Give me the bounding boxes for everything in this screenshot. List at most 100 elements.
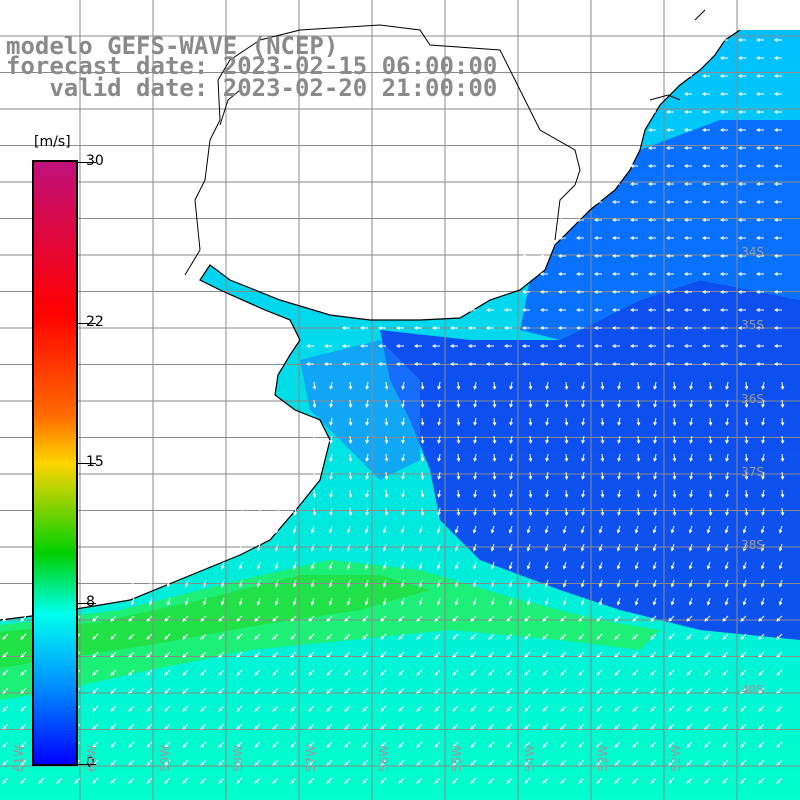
wind-arrow: [760, 579, 765, 588]
wind-arrow: [254, 723, 261, 730]
wind-arrow: [365, 399, 369, 408]
wind-arrow: [308, 741, 315, 748]
wind-arrow: [740, 633, 747, 640]
latitude-label: 38S: [741, 538, 764, 552]
wind-arrow: [761, 417, 765, 426]
wind-arrow: [725, 435, 729, 444]
wind-arrow: [236, 615, 243, 622]
wind-arrow: [778, 561, 783, 570]
wind-arrow: [632, 687, 639, 694]
wind-arrow: [329, 417, 333, 426]
wind-arrow: [636, 381, 641, 391]
wind-arrow: [473, 453, 477, 462]
wind-arrow: [236, 705, 243, 712]
wind-arrow: [688, 597, 693, 606]
wind-arrow: [683, 164, 692, 168]
wind-arrow: [526, 597, 531, 606]
wind-arrow: [362, 723, 369, 730]
wind-arrow: [686, 615, 693, 622]
wind-arrow: [449, 344, 458, 348]
wind-arrow: [398, 705, 405, 712]
wind-arrow: [218, 669, 225, 676]
wind-arrow: [362, 777, 369, 784]
wind-arrow: [758, 741, 765, 748]
wind-arrow: [689, 489, 693, 498]
wind-arrow: [362, 705, 369, 712]
wind-arrow: [164, 633, 171, 640]
wind-arrow: [617, 381, 621, 390]
wind-arrow: [614, 669, 621, 676]
wind-arrow: [382, 561, 387, 570]
wind-arrow: [652, 579, 657, 588]
wind-arrow: [506, 759, 513, 766]
wind-arrow: [665, 344, 674, 348]
wind-arrow: [472, 579, 477, 588]
wind-arrow: [524, 615, 531, 622]
wind-arrow: [130, 597, 135, 606]
wind-arrow: [148, 579, 153, 588]
wind-arrow: [725, 399, 729, 408]
wind-arrow: [706, 579, 711, 588]
wind-arrow: [401, 435, 405, 444]
wind-arrow: [704, 741, 711, 748]
wind-arrow: [611, 362, 620, 366]
wind-arrow: [557, 308, 566, 312]
wind-arrow: [773, 236, 782, 240]
wind-arrow: [539, 290, 548, 294]
wind-arrow: [344, 687, 351, 694]
wind-arrow: [773, 146, 782, 150]
wind-arrow: [650, 669, 657, 676]
wind-arrow: [485, 362, 494, 366]
wind-arrow: [557, 272, 566, 276]
wind-arrow: [581, 381, 585, 390]
wind-arrow: [380, 651, 387, 658]
wind-arrow: [744, 381, 749, 391]
wind-arrow: [755, 92, 764, 96]
wind-arrow: [503, 326, 512, 330]
wind-arrow: [362, 759, 369, 766]
wind-arrow: [470, 759, 477, 766]
wind-arrow: [292, 561, 297, 570]
wind-arrow: [719, 182, 728, 186]
wind-arrow: [146, 669, 153, 676]
latitude-label: 35S: [741, 318, 764, 332]
wind-arrow: [564, 507, 569, 517]
wind-arrow: [755, 308, 764, 312]
wind-arrow: [146, 741, 153, 748]
wind-arrow: [365, 489, 369, 498]
wind-arrow: [236, 777, 243, 784]
wind-arrow: [776, 615, 783, 622]
wind-arrow: [473, 399, 477, 408]
wind-arrow: [434, 759, 441, 766]
wind-arrow: [128, 669, 135, 676]
wind-arrow: [272, 669, 279, 676]
wind-arrow: [683, 182, 692, 186]
wind-arrow: [380, 705, 387, 712]
wind-arrow: [668, 615, 675, 622]
wind-arrow: [755, 362, 764, 366]
wind-arrow: [182, 759, 189, 766]
wind-arrow: [329, 381, 333, 390]
wind-arrow: [521, 272, 530, 276]
wind-arrow: [668, 723, 675, 730]
wind-arrow: [344, 615, 351, 622]
wind-arrow: [688, 525, 693, 534]
wind-arrow: [773, 254, 782, 258]
wind-arrow: [473, 489, 477, 498]
wind-arrow: [760, 597, 765, 606]
wind-arrow: [686, 687, 693, 694]
wind-arrow: [488, 777, 495, 784]
wind-arrow: [380, 669, 387, 676]
wind-arrow: [668, 633, 675, 640]
wind-arrow: [737, 308, 746, 312]
wind-arrow: [413, 344, 422, 348]
wind-arrow: [701, 110, 710, 114]
wind-arrow: [164, 687, 171, 694]
wind-arrow: [290, 759, 297, 766]
wind-arrow: [218, 687, 225, 694]
wind-arrow: [200, 669, 207, 676]
wind-arrow: [526, 579, 531, 588]
wind-arrow: [652, 561, 657, 570]
wind-arrow: [706, 543, 711, 552]
